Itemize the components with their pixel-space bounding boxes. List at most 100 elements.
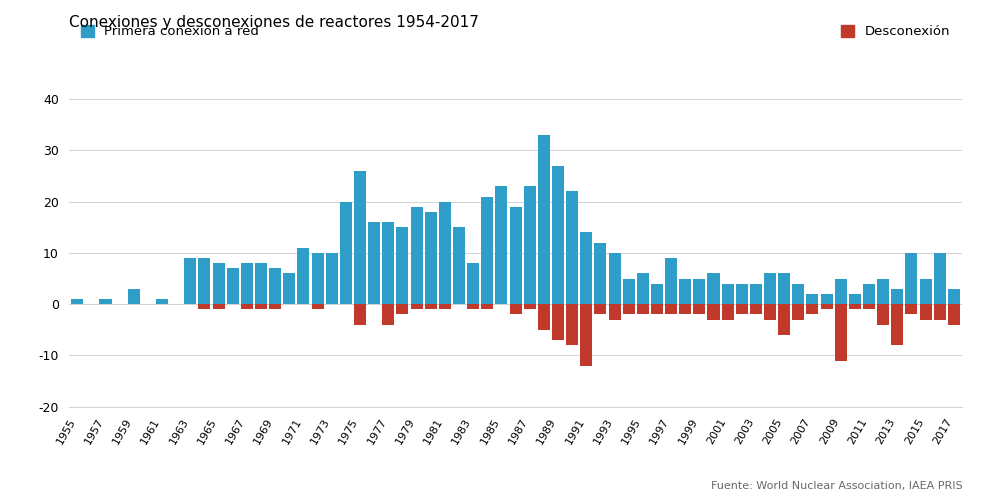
Bar xyxy=(707,273,720,304)
Bar xyxy=(736,284,747,304)
Bar xyxy=(510,207,521,304)
Bar xyxy=(892,289,903,304)
Bar xyxy=(905,304,917,314)
Bar xyxy=(609,253,621,304)
Bar xyxy=(397,227,409,304)
Bar xyxy=(538,304,550,330)
Legend: Desconexión: Desconexión xyxy=(836,20,955,44)
Bar xyxy=(764,304,776,319)
Bar xyxy=(750,304,762,314)
Bar xyxy=(651,284,663,304)
Bar xyxy=(397,304,409,314)
Bar xyxy=(934,304,946,319)
Bar xyxy=(198,304,210,310)
Bar xyxy=(481,304,493,310)
Bar xyxy=(128,289,139,304)
Bar xyxy=(227,268,239,304)
Bar xyxy=(495,186,508,304)
Bar xyxy=(185,258,196,304)
Bar xyxy=(806,294,818,304)
Bar xyxy=(198,258,210,304)
Bar xyxy=(284,273,296,304)
Bar xyxy=(538,135,550,304)
Bar xyxy=(213,304,225,310)
Bar xyxy=(410,304,422,310)
Bar xyxy=(736,304,747,314)
Bar xyxy=(269,304,281,310)
Bar xyxy=(948,304,959,325)
Bar xyxy=(580,304,592,366)
Bar xyxy=(594,304,607,314)
Bar xyxy=(835,279,846,304)
Bar xyxy=(311,253,324,304)
Bar xyxy=(863,304,875,310)
Bar xyxy=(566,304,578,345)
Bar xyxy=(722,284,734,304)
Bar xyxy=(636,304,649,314)
Bar xyxy=(623,279,634,304)
Bar xyxy=(665,258,678,304)
Bar xyxy=(510,304,521,314)
Bar xyxy=(269,268,281,304)
Bar xyxy=(636,273,649,304)
Bar xyxy=(863,284,875,304)
Bar xyxy=(680,279,691,304)
Bar xyxy=(848,294,861,304)
Bar xyxy=(382,222,395,304)
Bar xyxy=(693,304,705,314)
Bar xyxy=(213,263,225,304)
Bar xyxy=(552,304,564,340)
Bar xyxy=(905,253,917,304)
Bar xyxy=(410,207,422,304)
Bar xyxy=(806,304,818,314)
Bar xyxy=(722,304,734,319)
Bar xyxy=(707,304,720,319)
Bar xyxy=(439,304,451,310)
Bar xyxy=(792,284,804,304)
Bar xyxy=(241,263,253,304)
Bar xyxy=(453,227,465,304)
Bar xyxy=(467,263,479,304)
Bar xyxy=(241,304,253,310)
Bar xyxy=(72,299,83,304)
Bar xyxy=(919,304,932,319)
Bar xyxy=(764,273,776,304)
Bar xyxy=(848,304,861,310)
Bar xyxy=(368,222,380,304)
Bar xyxy=(566,191,578,304)
Bar xyxy=(326,253,338,304)
Bar xyxy=(255,263,267,304)
Bar xyxy=(298,248,309,304)
Bar xyxy=(552,166,564,304)
Bar xyxy=(156,299,168,304)
Bar xyxy=(821,304,833,310)
Bar xyxy=(665,304,678,314)
Bar xyxy=(651,304,663,314)
Bar xyxy=(580,233,592,304)
Bar xyxy=(821,294,833,304)
Bar xyxy=(919,279,932,304)
Bar xyxy=(255,304,267,310)
Bar xyxy=(948,289,959,304)
Text: Fuente: World Nuclear Association, IAEA PRIS: Fuente: World Nuclear Association, IAEA … xyxy=(711,481,962,491)
Bar xyxy=(892,304,903,345)
Bar xyxy=(609,304,621,319)
Bar xyxy=(354,171,366,304)
Bar xyxy=(439,202,451,304)
Bar xyxy=(750,284,762,304)
Bar xyxy=(623,304,634,314)
Bar xyxy=(481,196,493,304)
Bar xyxy=(835,304,846,361)
Bar xyxy=(99,299,112,304)
Bar xyxy=(340,202,352,304)
Bar xyxy=(877,279,889,304)
Bar xyxy=(877,304,889,325)
Bar xyxy=(382,304,395,325)
Bar xyxy=(778,273,791,304)
Bar xyxy=(354,304,366,325)
Bar xyxy=(311,304,324,310)
Bar xyxy=(792,304,804,319)
Bar xyxy=(523,186,536,304)
Bar xyxy=(523,304,536,310)
Bar xyxy=(467,304,479,310)
